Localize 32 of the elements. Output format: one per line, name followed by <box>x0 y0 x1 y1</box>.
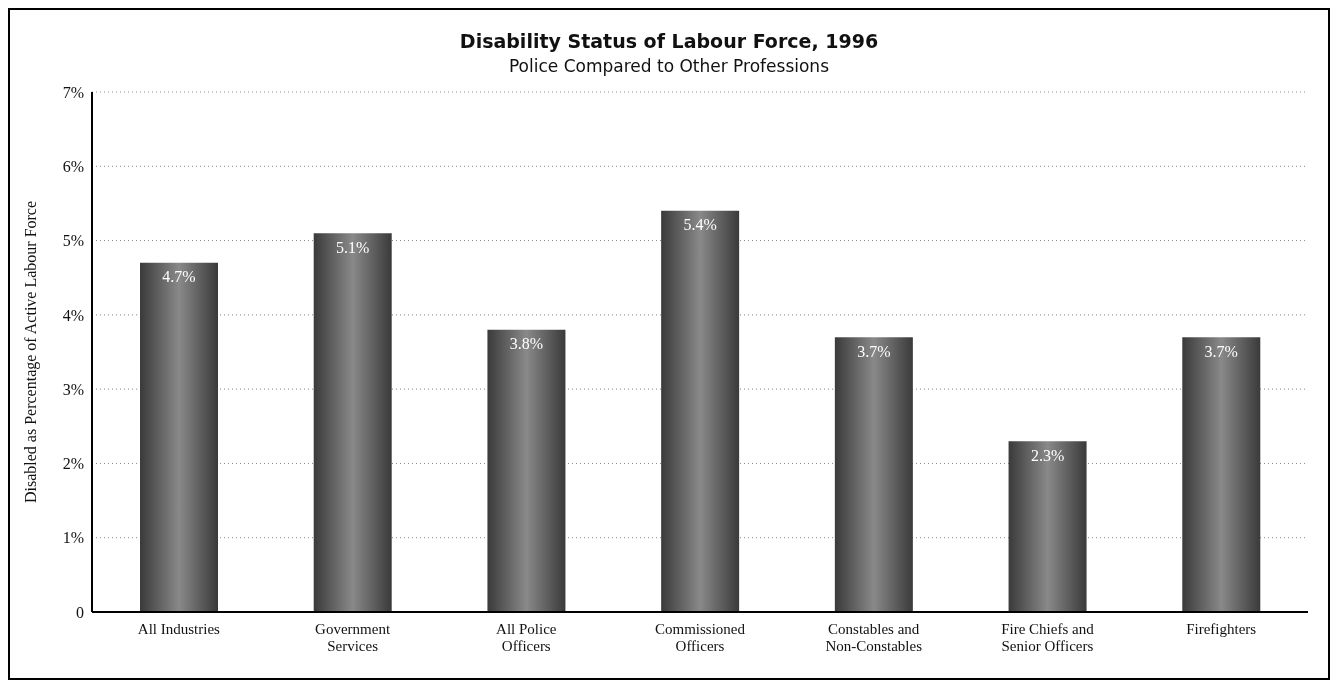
y-tick-label: 3% <box>62 380 84 398</box>
chart-subtitle: Police Compared to Other Professions <box>507 56 830 76</box>
bar <box>661 210 740 612</box>
y-tick-label: 1% <box>62 529 84 547</box>
data-label: 3.7% <box>1204 342 1238 360</box>
x-tick-label: Fire Chiefs and Senior Officers <box>1001 621 1095 654</box>
y-tick-label: 5% <box>62 232 84 250</box>
bar <box>834 337 913 612</box>
data-label: 3.8% <box>509 335 544 353</box>
x-tick-label: Constables and Non-Constables <box>825 621 923 654</box>
data-label: 5.1% <box>336 238 370 256</box>
y-axis-title: Disabled as Percentage of Active Labour Force <box>21 200 40 504</box>
x-tick-label: All Industries <box>137 621 221 637</box>
data-label: 4.7% <box>162 268 196 286</box>
bar <box>487 329 566 612</box>
x-tick-label: Commissioned Officers <box>654 621 746 654</box>
x-tick-label: All Police Officers <box>496 621 557 654</box>
data-label: 5.4% <box>683 216 717 234</box>
y-tick-label: 0 <box>76 603 84 621</box>
data-label: 2.3% <box>1030 446 1065 464</box>
data-label: 3.7% <box>857 342 891 360</box>
y-tick-label: 2% <box>62 455 84 473</box>
bar <box>313 233 392 612</box>
x-tick-label: Firefighters <box>1186 621 1257 637</box>
y-tick-label: 7% <box>62 83 84 101</box>
bar <box>140 262 218 612</box>
bar <box>1008 441 1087 612</box>
y-tick-label: 4% <box>62 306 84 324</box>
bar <box>1182 337 1261 612</box>
chart-title: Disability Status of Labour Force, 1996 <box>458 30 880 52</box>
x-tick-label: Government Services <box>315 621 391 654</box>
y-tick-label: 6% <box>62 157 84 175</box>
